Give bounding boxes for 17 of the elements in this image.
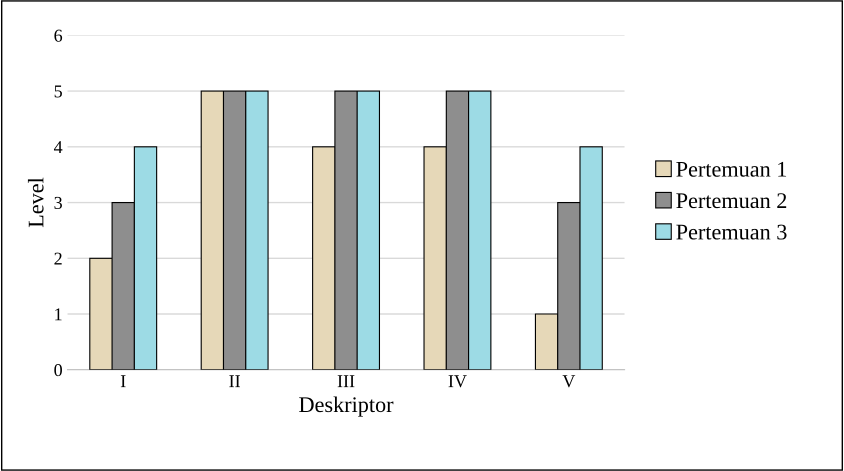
x-axis-title: Deskriptor <box>299 396 394 417</box>
y-tick-label: 0 <box>54 364 62 376</box>
x-tick-label: III <box>338 375 354 388</box>
x-tick-label: IV <box>448 375 467 388</box>
x-tick-label: I <box>120 375 126 388</box>
y-tick-label: 5 <box>54 86 62 98</box>
legend-label: Pertemuan 2 <box>676 193 786 208</box>
y-tick-label: 3 <box>54 196 62 209</box>
x-tick-label: II <box>229 375 240 388</box>
y-axis-title: Level <box>28 178 44 228</box>
legend-label: Pertemuan 1 <box>676 162 786 177</box>
y-tick-label: 1 <box>55 308 62 320</box>
y-tick-label: 4 <box>54 141 62 154</box>
x-tick-label: V <box>562 375 576 388</box>
y-tick-label: 6 <box>54 30 62 42</box>
y-tick-label: 2 <box>54 252 62 265</box>
legend-label: Pertemuan 3 <box>676 224 787 240</box>
